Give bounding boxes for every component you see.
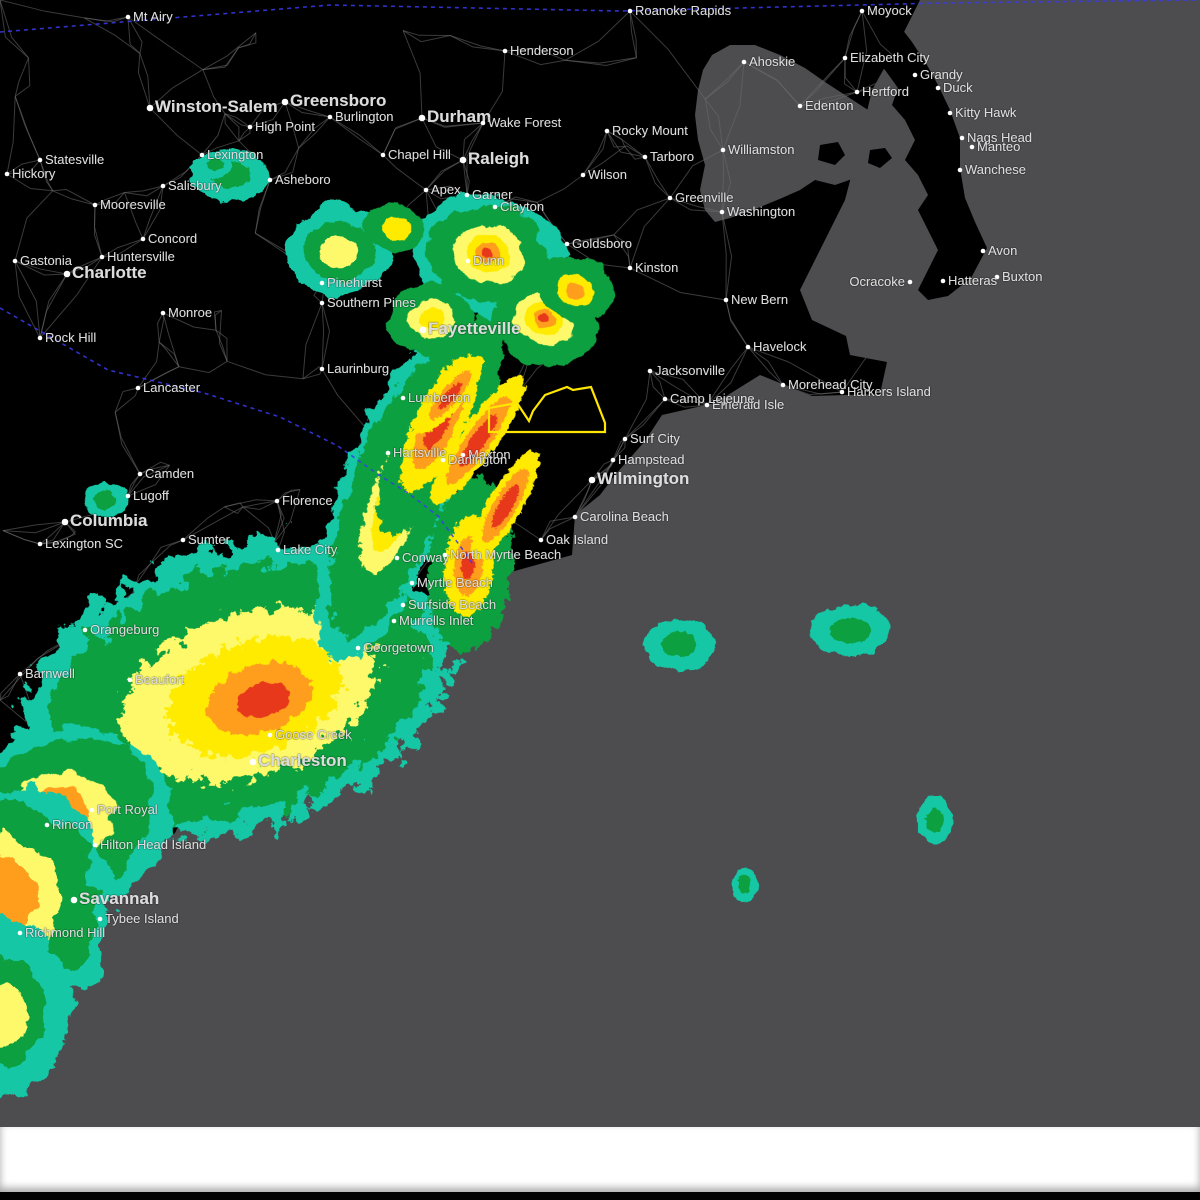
- svg-text:Tybee Island: Tybee Island: [105, 911, 179, 926]
- svg-text:Fayetteville: Fayetteville: [428, 319, 521, 338]
- svg-text:Southern Pines: Southern Pines: [327, 295, 416, 310]
- svg-text:Camp Lejeune: Camp Lejeune: [670, 391, 755, 406]
- svg-text:Myrtle Beach: Myrtle Beach: [417, 575, 493, 590]
- svg-text:Columbia: Columbia: [70, 511, 148, 530]
- svg-text:Manteo: Manteo: [977, 139, 1020, 154]
- svg-text:Concord: Concord: [148, 231, 197, 246]
- svg-text:Henderson: Henderson: [510, 43, 574, 58]
- svg-text:Savannah: Savannah: [79, 889, 159, 908]
- svg-text:Beaufort: Beaufort: [135, 672, 185, 687]
- svg-text:Barnwell: Barnwell: [25, 666, 75, 681]
- svg-text:Dunn: Dunn: [473, 253, 504, 268]
- svg-text:Darlington: Darlington: [448, 452, 507, 467]
- svg-text:Port Royal: Port Royal: [97, 802, 158, 817]
- svg-text:Greenville: Greenville: [675, 190, 734, 205]
- svg-text:Rock Hill: Rock Hill: [45, 330, 96, 345]
- svg-text:Conway: Conway: [402, 550, 449, 565]
- svg-text:Rincon: Rincon: [52, 817, 92, 832]
- svg-text:Edenton: Edenton: [805, 98, 853, 113]
- svg-text:Kinston: Kinston: [635, 260, 678, 275]
- svg-text:Lumberton: Lumberton: [408, 390, 470, 405]
- svg-text:Roanoke Rapids: Roanoke Rapids: [635, 3, 732, 18]
- svg-text:Murrells Inlet: Murrells Inlet: [399, 613, 474, 628]
- svg-text:Lexington: Lexington: [207, 147, 263, 162]
- svg-text:Havelock: Havelock: [753, 339, 807, 354]
- svg-text:Wake Forest: Wake Forest: [488, 115, 562, 130]
- svg-text:Mt Airy: Mt Airy: [133, 9, 173, 24]
- svg-text:New Bern: New Bern: [731, 292, 788, 307]
- svg-text:North Myrtle Beach: North Myrtle Beach: [450, 547, 561, 562]
- svg-text:Morehead City: Morehead City: [788, 377, 873, 392]
- svg-text:Goose Creek: Goose Creek: [275, 727, 352, 742]
- svg-text:Greensboro: Greensboro: [290, 91, 386, 110]
- svg-text:Oak Island: Oak Island: [546, 532, 608, 547]
- svg-text:Florence: Florence: [282, 493, 333, 508]
- svg-text:Burlington: Burlington: [335, 109, 394, 124]
- svg-text:High Point: High Point: [255, 119, 315, 134]
- svg-text:Huntersville: Huntersville: [107, 249, 175, 264]
- svg-text:Hatteras: Hatteras: [948, 273, 998, 288]
- svg-text:Wilmington: Wilmington: [597, 469, 689, 488]
- svg-text:Richmond Hill: Richmond Hill: [25, 925, 105, 940]
- svg-text:Camden: Camden: [145, 466, 194, 481]
- svg-text:Charleston: Charleston: [258, 751, 347, 770]
- svg-text:Winston-Salem: Winston-Salem: [155, 97, 278, 116]
- svg-text:Goldsboro: Goldsboro: [572, 236, 632, 251]
- svg-text:Hampstead: Hampstead: [618, 452, 684, 467]
- svg-text:Gastonia: Gastonia: [20, 253, 73, 268]
- svg-text:Carolina Beach: Carolina Beach: [580, 509, 669, 524]
- svg-text:Georgetown: Georgetown: [363, 640, 434, 655]
- svg-text:Apex: Apex: [431, 182, 461, 197]
- svg-text:Williamston: Williamston: [728, 142, 794, 157]
- svg-text:Kitty Hawk: Kitty Hawk: [955, 105, 1017, 120]
- svg-text:Avon: Avon: [988, 243, 1017, 258]
- svg-text:Moyock: Moyock: [867, 3, 912, 18]
- svg-text:Sumter: Sumter: [188, 532, 231, 547]
- svg-text:Jacksonville: Jacksonville: [655, 363, 725, 378]
- svg-text:Washington: Washington: [727, 204, 795, 219]
- svg-text:Buxton: Buxton: [1002, 269, 1042, 284]
- svg-text:Rocky Mount: Rocky Mount: [612, 123, 688, 138]
- svg-text:Hertford: Hertford: [862, 84, 909, 99]
- svg-text:Lake City: Lake City: [283, 542, 338, 557]
- svg-text:Raleigh: Raleigh: [468, 149, 529, 168]
- svg-text:Elizabeth City: Elizabeth City: [850, 50, 930, 65]
- svg-text:Wanchese: Wanchese: [965, 162, 1026, 177]
- svg-text:Orangeburg: Orangeburg: [90, 622, 159, 637]
- svg-text:Statesville: Statesville: [45, 152, 104, 167]
- svg-text:Hartsville: Hartsville: [393, 445, 446, 460]
- svg-text:Lugoff: Lugoff: [133, 488, 169, 503]
- svg-text:Ahoskie: Ahoskie: [749, 54, 795, 69]
- svg-text:Lancaster: Lancaster: [143, 380, 201, 395]
- svg-text:Charlotte: Charlotte: [72, 263, 147, 282]
- svg-text:Laurinburg: Laurinburg: [327, 361, 389, 376]
- svg-text:Monroe: Monroe: [168, 305, 212, 320]
- svg-text:Duck: Duck: [943, 80, 973, 95]
- svg-text:Lexington SC: Lexington SC: [45, 536, 123, 551]
- svg-text:Tarboro: Tarboro: [650, 149, 694, 164]
- svg-text:Hickory: Hickory: [12, 166, 56, 181]
- svg-text:Surfside Beach: Surfside Beach: [408, 597, 496, 612]
- svg-text:Chapel Hill: Chapel Hill: [388, 147, 451, 162]
- svg-text:Asheboro: Asheboro: [275, 172, 331, 187]
- svg-text:Clayton: Clayton: [500, 199, 544, 214]
- svg-text:Mooresville: Mooresville: [100, 197, 166, 212]
- svg-text:Pinehurst: Pinehurst: [327, 275, 382, 290]
- svg-text:Hilton Head Island: Hilton Head Island: [100, 837, 206, 852]
- svg-text:Salisbury: Salisbury: [168, 178, 222, 193]
- svg-text:Wilson: Wilson: [588, 167, 627, 182]
- svg-text:Surf City: Surf City: [630, 431, 680, 446]
- svg-text:Ocracoke: Ocracoke: [849, 274, 905, 289]
